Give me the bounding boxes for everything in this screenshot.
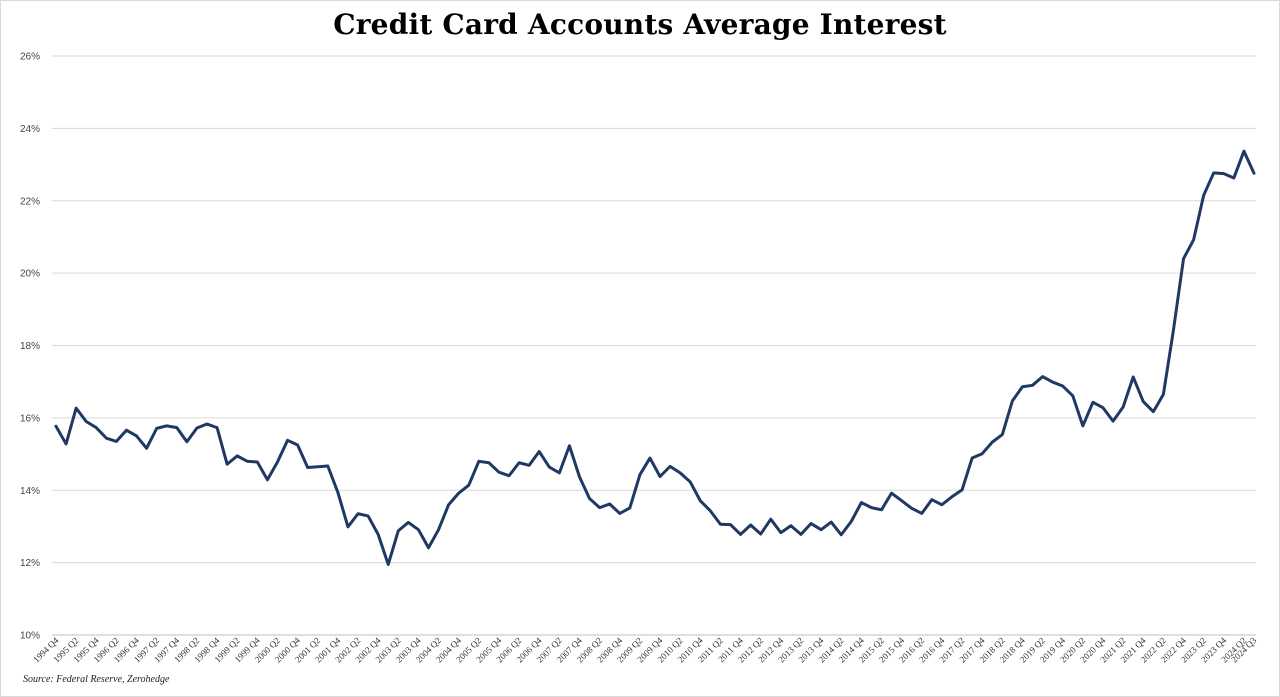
gridlines	[52, 55, 1256, 564]
y-tick-label: 14%	[20, 486, 40, 497]
y-axis-ticks: 10% 12% 14% 16% 18% 20% 22% 24% 26%	[20, 52, 40, 642]
series-line	[54, 149, 1256, 566]
y-tick-label: 20%	[20, 269, 40, 280]
y-tick-label: 16%	[20, 413, 40, 424]
y-tick-label: 12%	[20, 558, 40, 569]
source-note: Source: Federal Reserve, Zerohedge	[23, 674, 170, 685]
chart-title: Credit Card Accounts Average Interest	[333, 8, 947, 41]
y-tick-label: 24%	[20, 124, 40, 135]
y-tick-label: 18%	[20, 341, 40, 352]
y-tick-label: 10%	[20, 631, 40, 642]
y-tick-label: 26%	[20, 52, 40, 63]
y-tick-label: 22%	[20, 196, 40, 207]
